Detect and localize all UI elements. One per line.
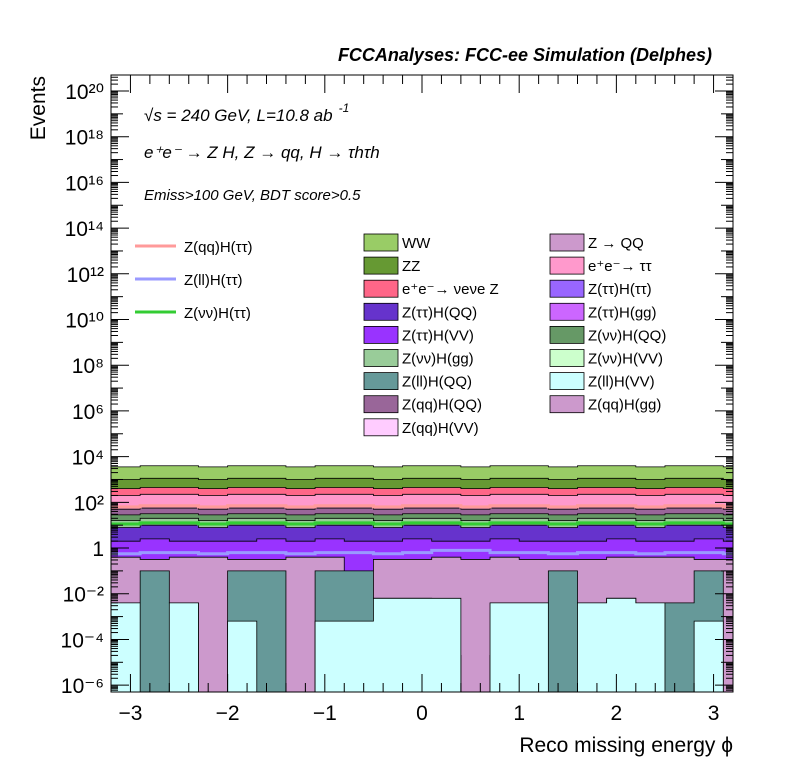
legend-swatch <box>363 256 399 275</box>
legend-entry-label: Z(νν)H(QQ) <box>588 327 666 344</box>
legend-entry-label: Z(ll)H(VV) <box>588 374 655 391</box>
x-tick-label: 1 <box>513 702 525 725</box>
y-tick-label: 10⁸ <box>72 355 104 378</box>
chart-title: FCCAnalyses: FCC-ee Simulation (Delphes) <box>338 45 712 65</box>
legend-swatch <box>549 372 585 391</box>
annotation-energy-lumi: √s = 240 GeV, L=10.8 ab -1 <box>144 101 349 125</box>
y-tick-label: 10¹⁶ <box>65 172 104 195</box>
stacked-histograms <box>110 465 734 693</box>
legend-swatch <box>363 372 399 391</box>
legend-entry-label: Z(ll)H(QQ) <box>402 374 472 391</box>
legend-entry-label: Z(ττ)H(QQ) <box>402 304 477 321</box>
y-tick-label: 10¹² <box>67 264 104 287</box>
legend-entry-label: ZZ <box>402 258 420 275</box>
y-tick-label: 10⁻² <box>63 584 104 607</box>
y-tick-label: 10¹⁸ <box>65 127 104 150</box>
legend-swatch <box>549 302 585 321</box>
legend-swatch <box>549 349 585 367</box>
legend-swatch <box>363 325 399 344</box>
x-tick-label: 0 <box>416 702 428 725</box>
x-tick-labels: −3 −2 −1 0 1 2 3 <box>118 702 719 725</box>
legend-swatch <box>363 279 399 298</box>
legend: Z(qq)H(ττ) Z(ll)H(ττ) Z(νν)H(ττ) WW ZZ e⁺e⁻→ … <box>135 233 666 437</box>
legend-entry-label: Z(ττ)H(gg) <box>588 304 657 321</box>
x-tick-label: −3 <box>118 702 142 725</box>
legend-swatch <box>549 325 585 344</box>
signal-line-3 <box>111 521 733 526</box>
annotation-process: e⁺e⁻ → Z H, Z → qq, H → τhτh <box>144 143 380 162</box>
y-tick-label: 10¹⁰ <box>65 310 104 333</box>
signal-lines <box>111 504 733 556</box>
y-tick-label: 10²⁰ <box>65 81 104 104</box>
legend-entry-label: Z(ττ)H(VV) <box>402 327 474 344</box>
legend-entry-label: e⁺e⁻→ νeνe Z <box>402 281 499 298</box>
x-tick-label: 3 <box>708 702 720 725</box>
y-tick-label: 10⁻⁶ <box>61 675 104 698</box>
y-tick-labels: 10⁻⁶ 10⁻⁴ 10⁻² 1 10² 10⁴ 10⁶ 10⁸ 10¹⁰ 10¹² 10¹⁴ 10¹… <box>61 81 104 698</box>
axis-ticks <box>110 74 734 692</box>
legend-entry-label: Z(ττ)H(ττ) <box>588 281 652 298</box>
legend-swatch <box>363 302 399 321</box>
x-axis-label: Reco missing energy ϕ <box>519 734 733 757</box>
legend-entry-label: Z(νν)H(gg) <box>402 351 474 368</box>
legend-entry-label: Z(qq)H(ττ) <box>184 239 253 256</box>
legend-swatch <box>363 233 399 252</box>
legend-entry-label: Z(qq)H(VV) <box>402 420 479 437</box>
x-tick-label: −2 <box>216 702 240 725</box>
legend-swatch <box>549 233 585 252</box>
legend-swatch <box>363 418 399 437</box>
legend-entry-label: Z(qq)H(QQ) <box>402 397 482 414</box>
x-tick-label: −1 <box>313 702 337 725</box>
legend-entry-label: Z(νν)H(VV) <box>588 351 663 368</box>
y-axis-label: Events <box>27 76 50 140</box>
y-tick-label: 10⁻⁴ <box>61 629 104 652</box>
y-tick-label: 10⁶ <box>72 401 104 424</box>
legend-entry-label: WW <box>402 235 431 252</box>
y-tick-label: 10¹⁴ <box>65 218 104 241</box>
legend-entry-label: e⁺e⁻→ ττ <box>588 258 652 275</box>
stack-layer-1 <box>110 597 733 693</box>
legend-entry-label: Z(qq)H(gg) <box>588 397 661 414</box>
legend-entry-label: Z → QQ <box>588 235 644 252</box>
legend-swatch <box>363 395 399 414</box>
x-tick-label: 2 <box>611 702 623 725</box>
legend-swatch <box>549 256 585 275</box>
legend-swatch <box>549 279 585 298</box>
legend-swatch <box>549 395 585 414</box>
signal-line-2 <box>111 548 733 556</box>
y-tick-label: 10² <box>74 492 104 515</box>
legend-entry-label: Z(ll)H(ττ) <box>184 272 243 289</box>
signal-line-1 <box>111 504 733 509</box>
annotation-selection: Emiss>100 GeV, BDT score>0.5 <box>144 187 361 204</box>
annotation-block: √s = 240 GeV, L=10.8 ab -1 e⁺e⁻ → Z H, Z … <box>144 101 380 204</box>
legend-swatch <box>363 349 399 367</box>
y-tick-label: 1 <box>92 538 104 561</box>
y-tick-label: 10⁴ <box>72 447 104 470</box>
legend-entry-label: Z(νν)H(ττ) <box>184 305 251 322</box>
